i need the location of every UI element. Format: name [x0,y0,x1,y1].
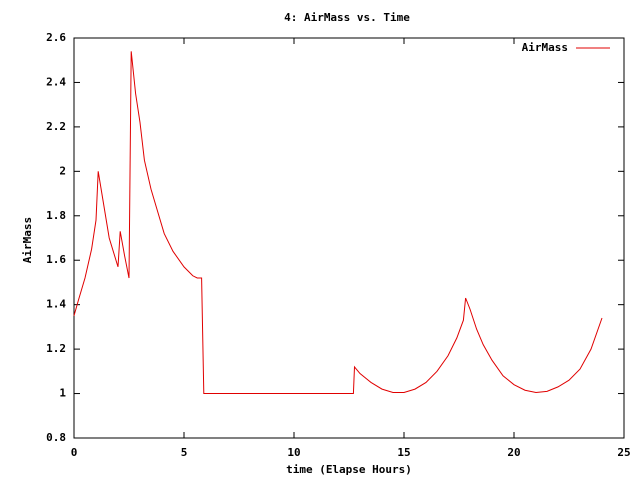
chart-title: 4: AirMass vs. Time [284,11,410,24]
x-tick-label: 10 [287,446,300,459]
y-axis-label: AirMass [21,217,34,263]
y-tick-label: 1 [59,387,66,400]
y-tick-label: 0.8 [46,431,66,444]
data-line [73,51,603,395]
x-tick-label: 0 [71,446,78,459]
x-tick-label: 20 [507,446,520,459]
x-tick-label: 25 [617,446,630,459]
x-axis-label: time (Elapse Hours) [286,463,412,476]
y-tick-label: 1.4 [46,298,66,311]
y-tick-label: 2 [59,164,66,177]
y-tick-label: 2.2 [46,120,66,133]
y-tick-label: 2.4 [46,75,66,88]
x-tick-label: 15 [397,446,410,459]
y-tick-label: 1.2 [46,342,66,355]
plot-frame [73,37,625,439]
legend-label: AirMass [522,41,568,54]
y-tick-label: 1.8 [46,209,66,222]
y-tick-label: 2.6 [46,31,66,44]
y-tick-label: 1.6 [46,253,66,266]
x-tick-label: 5 [181,446,188,459]
